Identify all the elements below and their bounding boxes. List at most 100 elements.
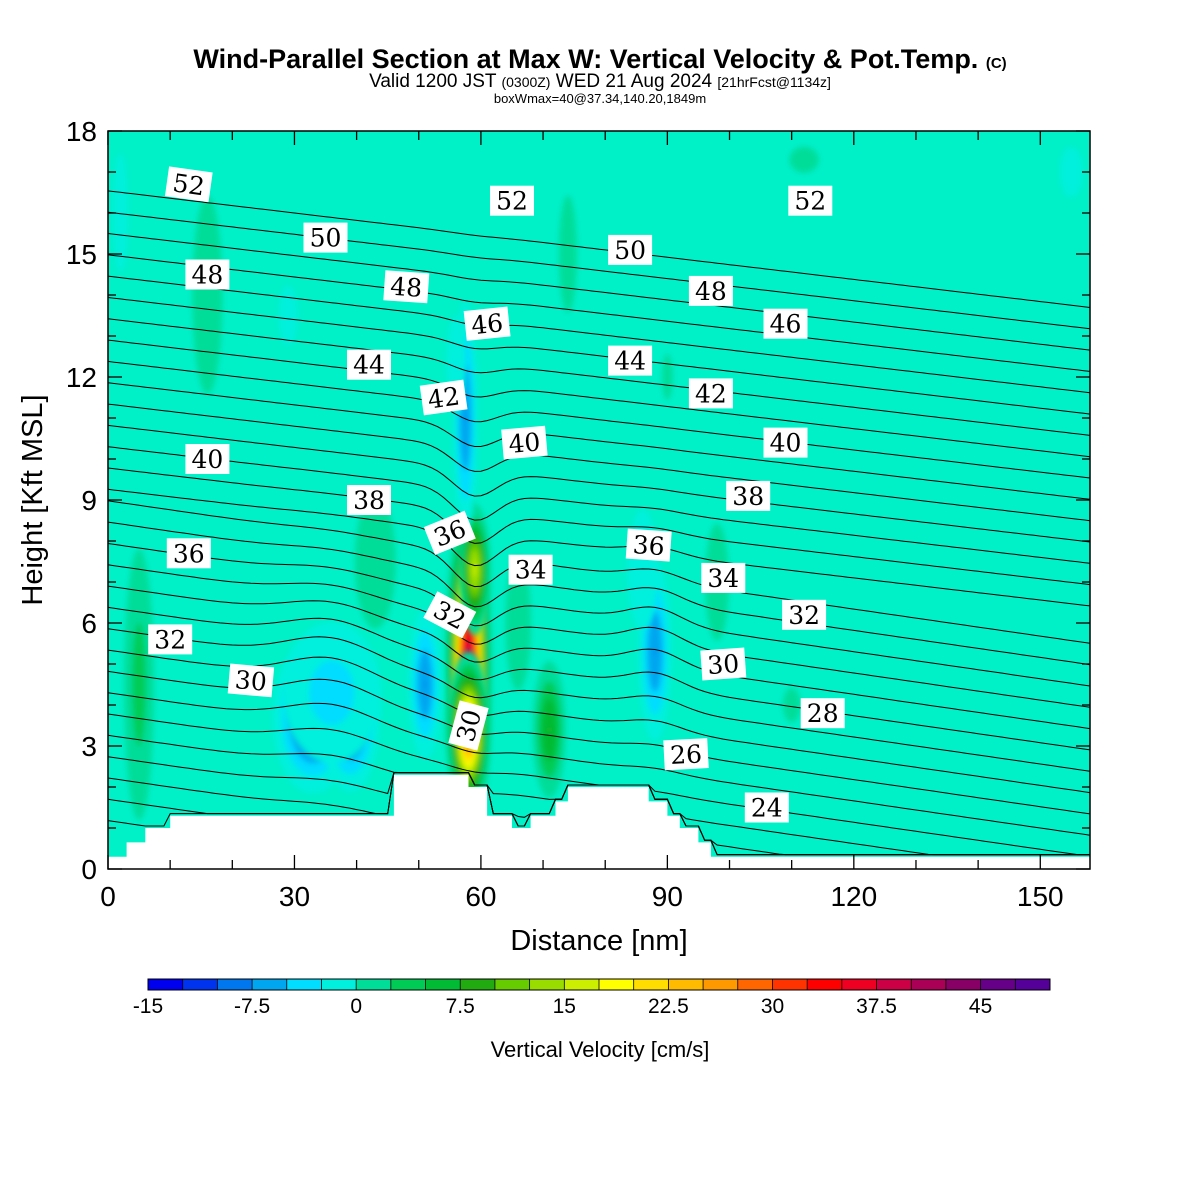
contour-label: 44 — [608, 345, 653, 376]
field-background — [108, 131, 1090, 869]
colorbar-swatch — [356, 979, 392, 990]
velocity-band — [1060, 147, 1083, 197]
contour-label: 40 — [501, 425, 548, 460]
theta-contour — [108, 628, 1090, 772]
colorbar: -15 -7.5 0 7.5 15 22.5 30 37.5 45 — [133, 978, 1051, 1018]
colorbar-swatch — [876, 979, 912, 990]
theta-contour — [108, 297, 1090, 415]
theta-contour — [108, 424, 1090, 543]
contour-label-box — [608, 345, 653, 376]
contour-label-text: 26 — [669, 739, 702, 770]
contour-label-text: 42 — [695, 379, 727, 408]
subtitle-date: WED 21 Aug 2024 — [555, 71, 713, 92]
colorbar-swatch — [148, 979, 184, 990]
terrain — [108, 774, 1090, 869]
colorbar-swatch — [217, 979, 253, 990]
theta-contour — [108, 467, 1090, 586]
contour-label: 46 — [763, 308, 808, 339]
velocity-field — [108, 131, 1090, 869]
velocity-cell — [559, 195, 577, 313]
contour-label: 30 — [700, 647, 747, 681]
contour-label: 36 — [625, 528, 672, 562]
velocity-band — [472, 561, 477, 578]
x-tick-label: 0 — [100, 881, 116, 912]
colorbar-frame — [147, 978, 1051, 991]
velocity-band — [548, 726, 551, 733]
contour-label-text: 40 — [770, 429, 802, 458]
colorbar-tick-label: 15 — [553, 995, 576, 1018]
contour-label: 34 — [701, 562, 746, 593]
contour-label: 46 — [463, 306, 511, 341]
contour-label: 50 — [608, 234, 653, 265]
y-tick-label: 18 — [66, 116, 97, 147]
colorbar-swatch — [807, 979, 843, 990]
velocity-band — [782, 687, 801, 723]
colorbar-swatch — [529, 979, 565, 990]
contour-label-box — [688, 378, 733, 409]
contour-label-text: 38 — [732, 482, 764, 511]
colorbar-title: Vertical Velocity [cm/s] — [491, 1037, 710, 1062]
contour-label-box — [383, 270, 430, 304]
theta-contour — [108, 488, 1090, 607]
contour-label-text: 44 — [353, 351, 385, 380]
contour-label-box — [463, 306, 511, 341]
velocity-cell — [408, 609, 442, 760]
chart-title: Wind-Parallel Section at Max W: Vertical… — [193, 44, 1007, 74]
colorbar-tick-label: -15 — [133, 995, 163, 1018]
contour-label-text: 42 — [426, 381, 462, 414]
contour-label-box — [448, 700, 489, 751]
colorbar-tick-label: 0 — [350, 995, 362, 1018]
contour-label-box — [303, 222, 348, 253]
contour-label-box — [423, 510, 476, 555]
contour-label-text: 46 — [470, 308, 505, 340]
contour-label-text: 38 — [353, 486, 385, 515]
velocity-band — [464, 414, 467, 422]
contour-label: 38 — [726, 480, 771, 511]
contour-label: 38 — [347, 485, 391, 515]
colorbar-swatch — [945, 979, 982, 990]
y-tick-label: 6 — [81, 608, 97, 639]
theta-contour — [108, 275, 1090, 394]
contour-label: 28 — [800, 698, 845, 729]
contour-label: 52 — [490, 185, 534, 216]
velocity-cell — [192, 196, 223, 394]
contour-label: 40 — [185, 444, 230, 474]
colorbar-swatch — [321, 979, 357, 990]
contour-label-text: 40 — [191, 445, 223, 474]
contour-label-box — [608, 234, 653, 265]
colorbar-swatch — [772, 979, 808, 990]
x-axis-label: Distance [nm] — [510, 925, 687, 957]
contour-label-text: 32 — [154, 625, 186, 654]
theta-contour — [108, 339, 1090, 458]
theta-contour — [108, 211, 1090, 330]
contour-label-box — [347, 349, 391, 380]
contour-label-box — [788, 185, 833, 216]
theta-contour — [108, 360, 1090, 479]
contour-label-box — [700, 647, 747, 681]
theta-contour — [108, 382, 1090, 500]
colorbar-swatch — [390, 979, 426, 990]
contour-label-box — [490, 185, 534, 216]
contour-label-text: 30 — [706, 649, 740, 680]
velocity-band — [132, 622, 146, 747]
contour-label-text: 36 — [632, 530, 666, 561]
theta-contour — [108, 543, 1090, 687]
contour-label-box — [185, 259, 230, 290]
colorbar-swatch — [980, 979, 1016, 990]
velocity-cell — [124, 548, 154, 821]
y-tick-label: 12 — [66, 362, 97, 393]
theta-contour — [108, 606, 1090, 751]
contour-label-box — [782, 599, 827, 630]
contour-label-text: 34 — [707, 564, 739, 593]
velocity-cell — [532, 661, 566, 798]
contour-label-box — [227, 663, 275, 698]
colorbar-swatch — [737, 979, 773, 990]
contour-label: 40 — [763, 427, 808, 458]
colorbar-swatch — [182, 979, 218, 990]
y-tick-label: 9 — [81, 485, 97, 516]
colorbar-tick-label: 7.5 — [446, 995, 475, 1018]
velocity-band — [113, 153, 128, 273]
colorbar-tick-label: 45 — [969, 995, 992, 1018]
velocity-band — [354, 494, 396, 629]
